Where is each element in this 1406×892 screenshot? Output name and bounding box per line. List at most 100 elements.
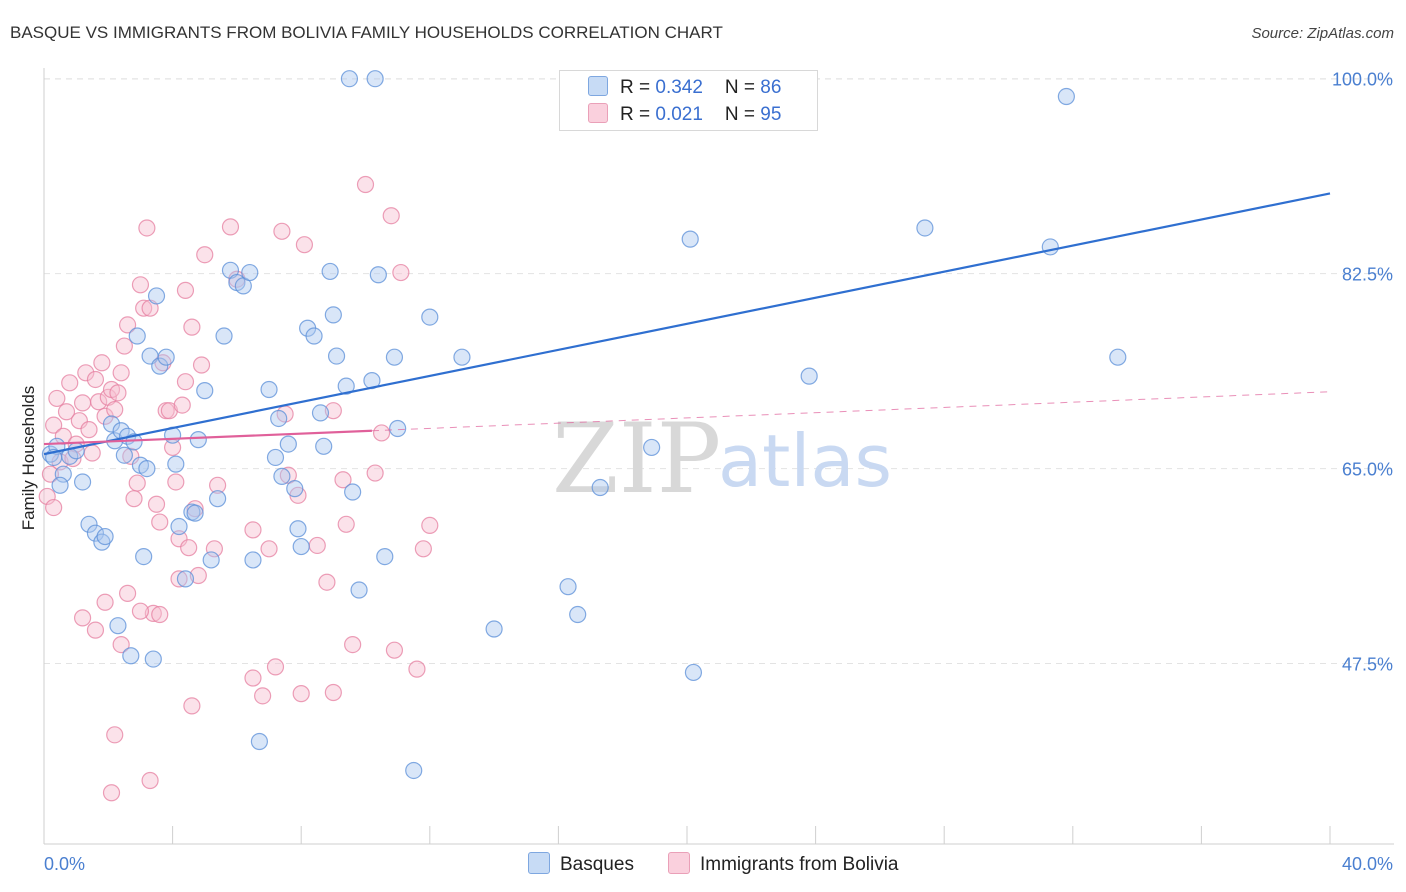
basques-point (684, 663, 703, 682)
legend-n-label: N = (724, 77, 761, 98)
basques-point (151, 357, 169, 375)
legend-label-bolivia: Immigrants from Bolivia (700, 854, 899, 875)
bolivia-point (61, 374, 79, 392)
bolivia-point (141, 771, 159, 790)
bolivia-point (344, 636, 362, 654)
bolivia-point (408, 660, 426, 678)
legend-n-value: 95 (760, 104, 782, 125)
basques-point (54, 465, 72, 483)
x-tick-label: 40.0% (1342, 854, 1393, 874)
basques-point (186, 504, 204, 522)
basques-point (643, 438, 661, 457)
basques-point (125, 433, 143, 451)
basques-point (202, 551, 220, 569)
bolivia-point (93, 354, 111, 372)
y-tick-label: 100.0% (1332, 70, 1393, 90)
basques-point (51, 476, 69, 494)
bolivia-point (176, 373, 195, 391)
bolivia-point (106, 726, 124, 744)
bolivia-point (183, 697, 201, 715)
basques-point (270, 409, 288, 428)
legend-swatch-bolivia (588, 103, 608, 123)
legend-n-value: 86 (760, 77, 782, 98)
bolivia-point (90, 393, 108, 411)
basques-point (196, 382, 214, 400)
basques-point (167, 455, 185, 473)
bolivia-point (337, 515, 355, 533)
basques-point (1109, 348, 1127, 366)
basques-point (286, 480, 304, 498)
basques-point (337, 377, 355, 395)
basques-point (266, 448, 285, 467)
basques-point (215, 327, 233, 345)
grid-lines (44, 78, 1394, 665)
basques-point (176, 570, 195, 588)
basques-point (366, 70, 384, 88)
basques-point (305, 327, 323, 345)
bolivia-point (48, 389, 66, 408)
y-tick-label: 82.5% (1342, 265, 1393, 285)
bolivia-point (131, 602, 150, 620)
bolivia-point (73, 609, 92, 627)
bolivia-point (151, 605, 169, 624)
bolivia-point (324, 402, 342, 420)
bolivia-point (385, 641, 404, 659)
basques-point (1057, 87, 1075, 106)
bolivia-point (115, 337, 133, 355)
bolivia-point (260, 540, 278, 558)
bolivia-point (196, 246, 214, 264)
bolivia-point (176, 281, 195, 299)
bolivia-point (167, 473, 185, 491)
bolivia-point (292, 685, 310, 703)
axes (43, 68, 1394, 845)
x-tick-label: 0.0% (44, 854, 85, 874)
bolivia-point (189, 566, 207, 585)
bolivia-point (80, 421, 98, 439)
basques-point (138, 459, 156, 478)
legend-r-label: R = (620, 104, 656, 125)
basques-point (321, 262, 339, 281)
bolivia-point (135, 299, 153, 317)
basques-point (453, 348, 471, 366)
bolivia-point (77, 364, 95, 382)
basques-point (681, 230, 699, 248)
basques-point (279, 435, 297, 453)
bolivia-point (173, 396, 191, 414)
bolivia-point (318, 573, 336, 591)
basques-point (157, 348, 175, 366)
bolivia-point (151, 513, 169, 531)
basques-point (800, 367, 818, 385)
basques-point (369, 266, 387, 284)
legend-n-label: N = (724, 104, 761, 125)
basques-point (389, 419, 407, 438)
basques-point (189, 431, 207, 449)
basques-point (260, 380, 278, 399)
basques-point (315, 437, 333, 455)
basques-point (385, 348, 404, 366)
bolivia-point (160, 402, 178, 420)
legend-r-value: 0.342 (655, 77, 703, 98)
basques-point (292, 537, 310, 556)
bolivia-point (244, 669, 262, 687)
basques-point (421, 308, 439, 326)
legend-label-basques: Basques (560, 854, 634, 875)
basques-point (147, 287, 166, 305)
basques-point (591, 478, 609, 497)
bolivia-point (205, 540, 223, 558)
basques-point (96, 527, 114, 546)
basques-point (93, 533, 111, 551)
legend-row-bolivia: R = 0.021 N = 95 (588, 103, 781, 126)
bolivia-point (421, 516, 439, 535)
bolivia-point (128, 474, 146, 492)
bolivia-trend-line (43, 429, 372, 446)
bolivia-point (382, 207, 400, 225)
bolivia-point (45, 498, 63, 517)
basques-trend-line (43, 192, 1331, 456)
bolivia-point (192, 356, 211, 374)
correlation-legend: R = 0.342 N = 86 R = 0.021 N = 95 (559, 70, 818, 131)
bolivia-point (273, 222, 291, 240)
basques-point (128, 327, 146, 345)
basques-point (1041, 238, 1059, 256)
bolivia-trend-line-dashed (371, 391, 1331, 432)
